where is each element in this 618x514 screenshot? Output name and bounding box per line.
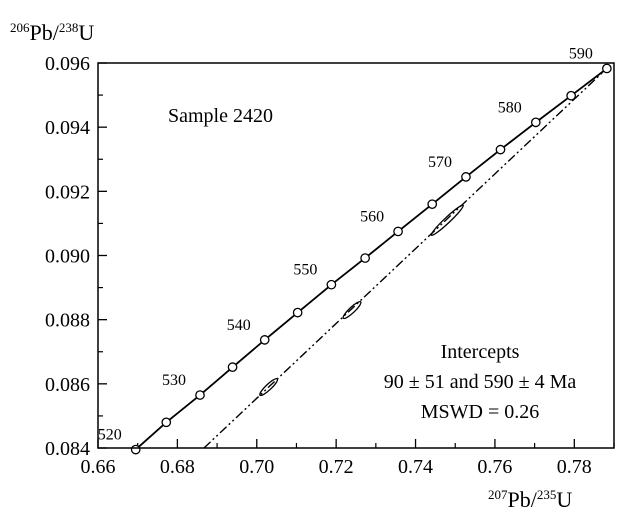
concordia-age-marker [292,307,303,318]
concordia-age-marker [326,279,337,290]
concordia-age-marker [427,199,438,210]
y-tick-label: 0.092 [45,181,90,203]
plot-frame [97,62,615,449]
concordia-age-marker [530,117,541,128]
concordia-age-marker [461,172,471,182]
concordia-age-marker [495,144,506,155]
x-tick-label: 0.66 [81,456,116,478]
concordia-age-label: 550 [293,262,317,279]
concordia-age-marker [195,390,205,400]
concordia-age-marker [227,362,238,372]
concordia-age-label: 540 [227,317,251,334]
x-tick-label: 0.74 [398,456,433,478]
x-tick-label: 0.76 [477,456,512,478]
x-tick-label: 0.68 [160,456,195,478]
y-tick-label: 0.094 [45,117,90,139]
x-tick-label: 0.78 [557,456,592,478]
x-axis-label: 207Pb/235U [488,487,572,512]
concordia-age-marker [602,63,612,74]
y-tick-label: 0.090 [45,246,90,268]
discordia-line [203,67,608,449]
concordia-age-marker [566,90,576,101]
concordia-age-marker [161,417,172,428]
concordia-age-label: 520 [98,427,122,444]
concordia-age-label: 570 [428,154,452,171]
concordia-age-label: 560 [360,208,384,225]
concordia-age-marker [360,253,370,263]
y-tick-label: 0.086 [45,374,90,396]
error-ellipse [430,204,464,236]
y-axis-label: 206Pb/238U [10,20,94,45]
mswd-value: MSWD = 0.26 [421,401,540,423]
x-axis-label-elem-bot: U [556,487,572,512]
concordia-age-marker [393,226,403,237]
concordia-age-label: 590 [569,45,593,62]
y-axis-label-iso-bot: 238 [59,20,79,35]
y-tick-label: 0.084 [45,438,90,460]
intercepts-values: 90 ± 51 and 590 ± 4 Ma [384,371,577,393]
x-tick-label: 0.72 [319,456,354,478]
x-tick-label: 0.70 [239,456,274,478]
y-tick-label: 0.096 [45,53,90,75]
concordia-age-label: 530 [162,372,186,389]
error-ellipse [342,300,362,320]
y-axis-label-elem-top: Pb/ [30,20,60,45]
intercepts-title: Intercepts [441,341,520,363]
concordia-age-marker [130,444,141,455]
error-ellipse [259,377,279,397]
x-axis-label-iso-bot: 235 [537,487,557,502]
y-axis-label-iso-top: 206 [10,20,30,35]
x-axis-label-elem-top: Pb/ [508,487,538,512]
y-axis-label-elem-bot: U [78,20,94,45]
concordia-age-label: 580 [498,99,522,116]
sample-label: Sample 2420 [168,105,273,127]
y-tick-label: 0.088 [45,310,90,332]
concordia-age-marker [259,335,270,345]
x-axis-label-iso-top: 207 [488,487,508,502]
